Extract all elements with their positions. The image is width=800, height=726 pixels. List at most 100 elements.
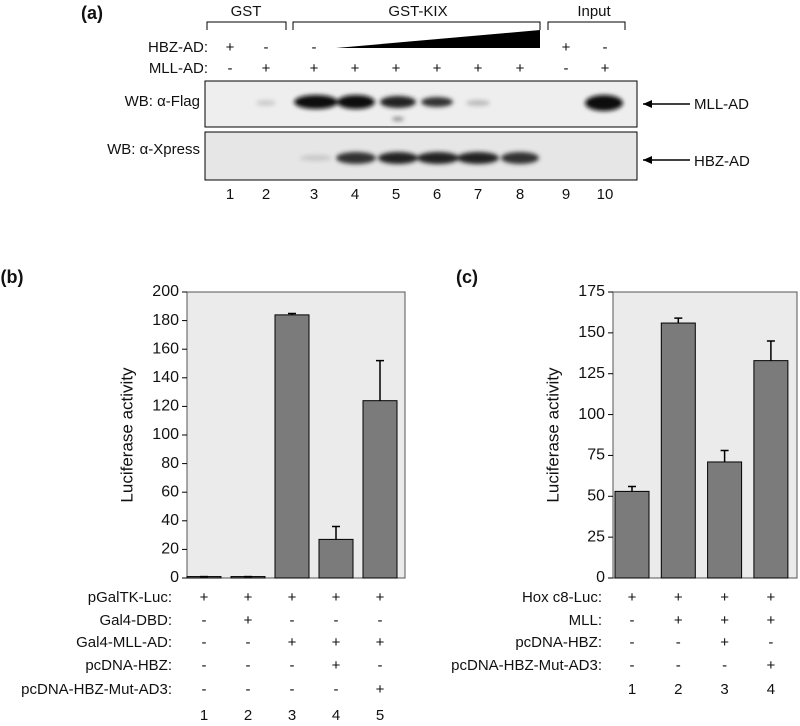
sign: - [312,39,317,56]
y-tick-label: 80 [161,455,179,472]
lane-number: 3 [310,186,318,203]
error-bar [628,485,636,492]
sign: + [226,39,235,56]
sign: - [228,60,233,77]
sign: - [246,634,251,651]
bracket [547,21,626,30]
y-tick-label: 125 [578,365,605,382]
bar [707,461,743,579]
x-tick-label: 5 [376,707,384,724]
blot-panel [204,21,690,181]
sign: + [200,589,209,606]
blot-label: WB: α-Flag [125,93,200,110]
y-axis-label: Luciferase activity [117,367,136,503]
sign: - [603,39,608,56]
blot [204,80,638,128]
y-tick-label: 100 [152,426,179,443]
row-label: MLL-AD: [149,60,208,77]
y-tick-label: 150 [578,324,605,341]
sign: + [767,657,776,674]
group-label: Input [577,3,611,20]
sign: - [202,681,207,698]
lane-number: 5 [392,186,400,203]
lane-number: 8 [516,186,524,203]
sign: - [676,657,681,674]
lane-number: 9 [562,186,570,203]
condition-label: pcDNA-HBZ-Mut-AD3: [451,657,602,674]
x-tick-label: 3 [720,681,728,698]
sign: + [474,60,483,77]
band-label: MLL-AD [694,96,749,113]
x-tick-label: 4 [767,681,775,698]
band-label: HBZ-AD [694,153,750,170]
arrow-head [643,100,652,108]
sign: - [564,60,569,77]
y-tick-label: 40 [161,512,179,529]
x-tick-label: 2 [674,681,682,698]
lane-number: 2 [262,186,270,203]
y-tick-label: 25 [587,528,605,545]
sign: + [628,589,637,606]
sign: - [290,681,295,698]
gradient-wedge [336,30,540,48]
error-bar [376,359,384,401]
bar [362,400,398,579]
sign: + [244,589,253,606]
bar [753,360,789,579]
y-tick-label: 120 [152,398,179,415]
sign: + [674,589,683,606]
y-tick-label: 140 [152,369,179,386]
condition-label: pcDNA-HBZ-Mut-AD3: [21,681,172,698]
bracket [206,21,287,30]
sign: + [767,589,776,606]
error-bar [332,525,340,540]
row-label: HBZ-AD: [148,39,208,56]
sign: + [288,589,297,606]
arrow-head [643,156,652,164]
y-tick-label: 100 [578,406,605,423]
sign: - [768,634,773,651]
sign: + [310,60,319,77]
sign: - [378,612,383,629]
panel-label: (a) [81,3,103,23]
bands [256,95,623,164]
bar [318,538,354,579]
y-tick-label: 175 [578,283,605,300]
bar [274,314,310,579]
sign: + [767,612,776,629]
group-label: GST-KIX [388,3,447,20]
lane-number: 10 [597,186,614,203]
sign: + [516,60,525,77]
sign: + [433,60,442,77]
condition-label: pcDNA-HBZ: [85,657,172,674]
sign: - [722,657,727,674]
condition-label: Gal4-DBD: [99,612,172,629]
x-tick-label: 3 [288,707,296,724]
panel-label: (b) [1,267,24,287]
y-tick-label: 20 [161,541,179,558]
sign: + [601,60,610,77]
sign: + [720,612,729,629]
y-tick-label: 160 [152,340,179,357]
y-tick-label: 75 [587,447,605,464]
sign: + [332,634,341,651]
sign: + [332,589,341,606]
error-bar [674,317,683,324]
sign: + [674,612,683,629]
sign: - [290,612,295,629]
bar [614,490,650,579]
condition-label: pGalTK-Luc: [88,589,172,606]
sign: + [262,60,271,77]
sign: - [246,681,251,698]
lane-number: 1 [226,186,234,203]
sign: + [332,657,341,674]
panel-label: (c) [456,267,478,287]
sign: - [246,657,251,674]
sign: - [202,657,207,674]
sign: + [562,39,571,56]
sign: - [202,634,207,651]
error-bar [720,449,729,462]
y-tick-label: 0 [596,569,605,586]
sign: + [720,589,729,606]
